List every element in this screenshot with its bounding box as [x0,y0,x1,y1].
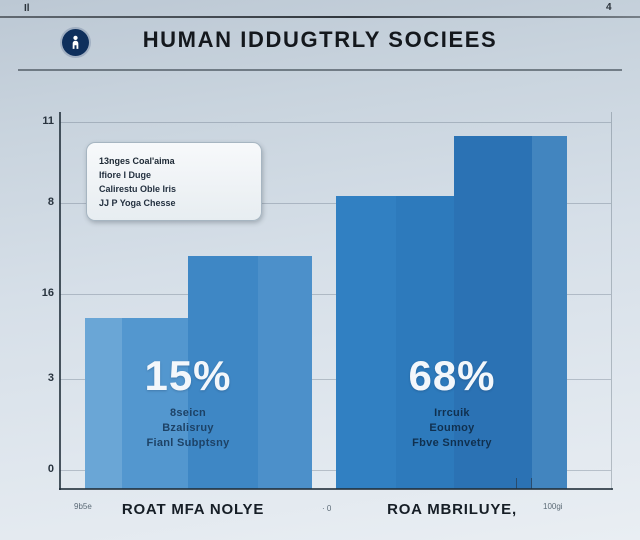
legend-line: Calirestu Oble Iris [99,184,177,194]
bar-value-overlay: 15% 8seicn Bzalisruy Fianl Subptsny [103,352,273,451]
x-minor-label: 9b5e [74,502,92,511]
y-tick-label: 8 [47,196,54,208]
x-minor-label: · 0 [322,504,332,513]
bar-sublabel: Fbve Snnvetry [412,437,492,449]
bar-segment [258,256,312,489]
person-icon [62,29,89,56]
bar-sublabel: Irrcuik [434,407,470,419]
x-axis-category: ROA MBRILUYE, [387,501,517,518]
y-axis-right-line [611,112,612,490]
corner-mark-right: 4 [606,2,612,13]
bar-segment [396,196,454,489]
header-divider [18,69,622,71]
gridline [60,122,611,123]
bar-segment [336,196,396,489]
bar-value-overlay: 68% Irrcuik Eoumoy Fbve Snnvetry [367,352,537,451]
gridline [60,294,611,295]
bar-segment [188,256,258,489]
x-axis-line [59,488,613,490]
legend-box: 13nges Coal'aima Ifiore I Duge Calirestu… [86,142,262,221]
bar-sublabel: Eoumoy [429,422,475,434]
page-title: HUMAN IDDUGTRLY SOCIEES [142,27,498,52]
top-rule-line [0,16,640,18]
x-minor-tick [516,478,517,489]
bar-sublabel: 8seicn [169,407,207,419]
y-axis-line [59,112,61,490]
bar-segment [122,318,188,489]
corner-mark-left: Il [24,3,30,14]
gridline [60,470,611,471]
y-tick-label: 11 [42,115,54,127]
x-minor-label: 100gi [543,502,563,511]
x-minor-tick [531,478,532,489]
bar-percent-label: 68% [408,352,496,399]
y-tick-label: 3 [47,372,54,384]
bar-segment [532,136,567,489]
y-tick-label: 0 [47,463,54,475]
legend-line: JJ P Yoga Chesse [99,198,176,208]
gridline [60,379,611,380]
gridline [60,203,611,204]
bar-sublabel: Bzalisruy [162,422,214,434]
x-axis-category: ROAT MFA NOLYE [121,501,265,518]
bar-segment [454,136,532,489]
legend-line: Ifiore I Duge [99,170,152,180]
legend-line: 13nges Coal'aima [99,156,175,166]
bar-percent-label: 15% [144,352,232,399]
bar-segment [85,318,122,489]
y-tick-label: 16 [41,287,54,299]
bar-sublabel: Fianl Subptsny [146,437,230,449]
